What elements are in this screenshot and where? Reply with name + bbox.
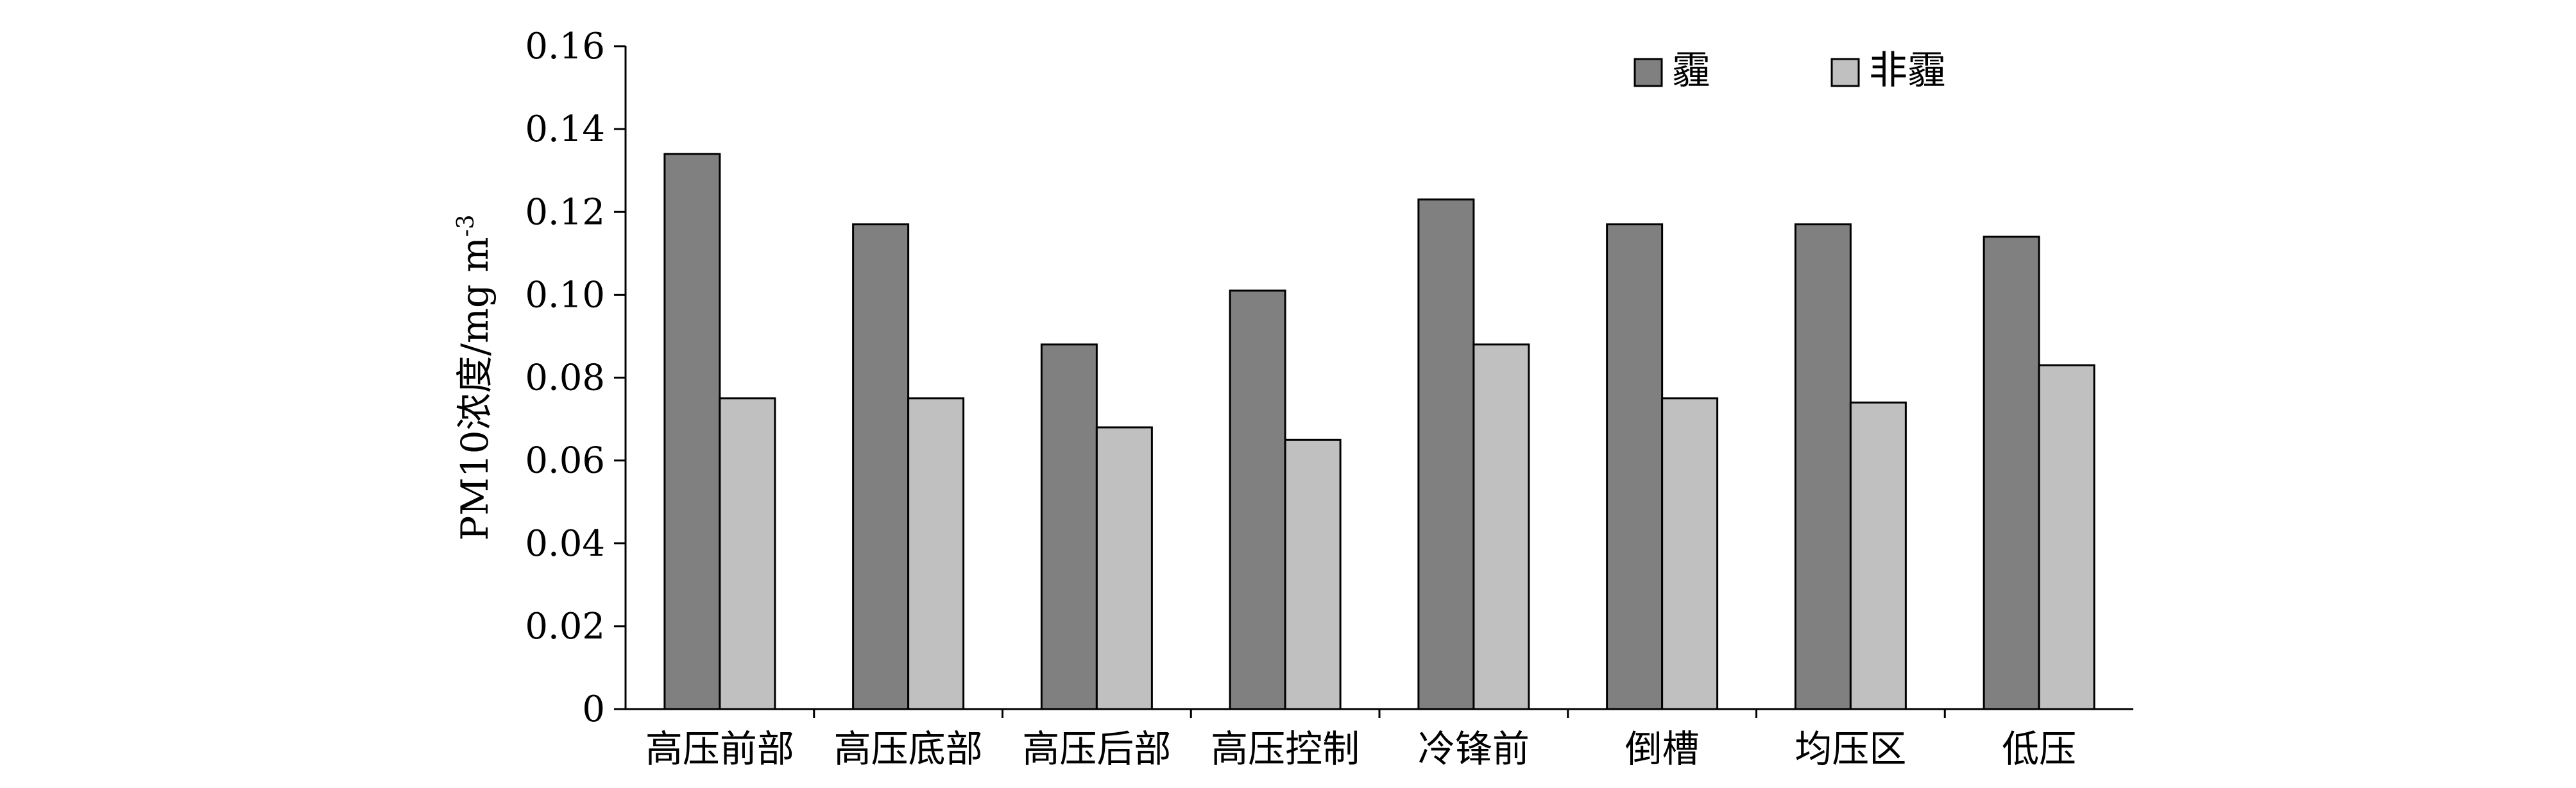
legend-label-haze: 霾 — [1672, 48, 1710, 93]
y-tick-label: 0.08 — [525, 357, 605, 399]
y-tick-label: 0.10 — [525, 274, 605, 316]
bar-non-haze — [1095, 426, 1153, 710]
bar-non-haze — [1284, 438, 1342, 710]
bar-haze — [852, 223, 910, 710]
x-category-label: 冷锋前 — [1418, 727, 1530, 771]
x-category-label: 高压控制 — [1211, 727, 1360, 771]
y-axis-label: PM10浓度/mg m-3 — [453, 214, 497, 540]
y-tick-label: 0.14 — [525, 108, 605, 150]
x-category-label: 高压底部 — [834, 727, 983, 771]
bar-haze — [1983, 236, 2040, 710]
bar-non-haze — [1849, 401, 1907, 710]
x-category-label: 低压 — [2002, 727, 2076, 771]
x-labels-group: 高压前部 高压底部 高压后部 高压控制 冷锋前 倒槽 均压区 低压 — [645, 709, 2076, 771]
y-tick-label: 0.04 — [525, 523, 605, 565]
y-tick-label: 0.06 — [525, 440, 605, 482]
bar-haze — [1794, 223, 1852, 710]
bar-non-haze — [2038, 364, 2095, 710]
bar-haze — [663, 153, 721, 710]
x-category-label: 均压区 — [1795, 727, 1906, 771]
y-tick-label: 0 — [582, 689, 605, 730]
x-category-label: 高压前部 — [645, 727, 794, 771]
bar-haze — [1229, 289, 1286, 710]
y-ticks-group: 0 0.02 0.04 0.06 0.08 0.10 0.12 0.14 0.16 — [525, 26, 626, 730]
bar-non-haze — [907, 397, 965, 710]
y-tick-label: 0.02 — [525, 606, 605, 647]
bar-non-haze — [1472, 343, 1530, 710]
legend-swatch-haze — [1633, 58, 1663, 87]
y-axis-label-main: PM10浓度/mg m — [453, 237, 497, 540]
axes-group — [624, 46, 2133, 710]
legend: 霾 非霾 — [1633, 48, 1946, 93]
y-tick-label: 0.16 — [525, 26, 605, 67]
bar-non-haze — [1661, 397, 1719, 710]
legend-label-non-haze: 非霾 — [1869, 48, 1946, 93]
bar-non-haze — [719, 397, 776, 710]
x-category-label: 高压后部 — [1022, 727, 1171, 771]
legend-swatch-non-haze — [1830, 58, 1860, 87]
bar-haze — [1040, 343, 1098, 710]
bar-haze — [1606, 223, 1664, 710]
y-tick-label: 0.12 — [525, 191, 605, 233]
x-category-label: 倒槽 — [1625, 727, 1700, 771]
bars-group — [663, 153, 2095, 710]
bar-haze — [1417, 198, 1475, 710]
y-axis-label-superscript: -3 — [453, 214, 479, 237]
